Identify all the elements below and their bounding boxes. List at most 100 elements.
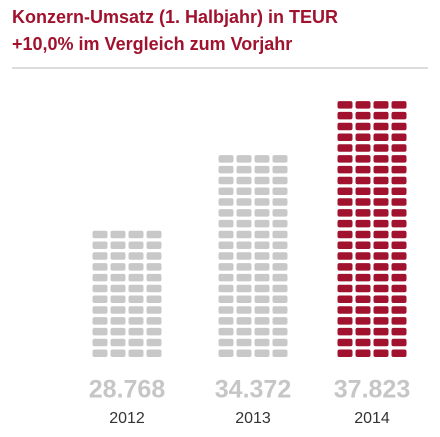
pictogram-block [272, 209, 288, 217]
pictogram-block [236, 176, 252, 185]
pictogram-block [373, 219, 389, 228]
pictogram-block [146, 273, 162, 282]
pictogram-block [110, 349, 126, 357]
pictogram-block [391, 306, 407, 314]
pictogram-block [373, 144, 389, 152]
pictogram-block [373, 317, 389, 325]
pictogram-block [337, 273, 353, 282]
pictogram-block [391, 230, 407, 239]
pictogram-block [355, 111, 371, 120]
pictogram-block [355, 219, 371, 228]
value-label: 28.768 [89, 376, 166, 404]
pictogram-block [272, 263, 288, 271]
pictogram-block [337, 230, 353, 239]
pictogram-block [236, 187, 252, 195]
pictogram-block [337, 165, 353, 174]
pictogram-block [373, 306, 389, 314]
pictogram-block [391, 327, 407, 336]
pictogram-block [373, 198, 389, 206]
pictogram-block [254, 176, 270, 185]
pictogram-block [355, 155, 371, 163]
pictogram-block [355, 176, 371, 185]
pictogram-block [355, 198, 371, 206]
pictogram-block [128, 295, 144, 303]
pictogram-block [337, 155, 353, 163]
pictogram-block [355, 273, 371, 282]
pictogram-block [218, 198, 234, 206]
pictogram-block [254, 349, 270, 357]
pictogram-block [128, 252, 144, 260]
pictogram-block [218, 327, 234, 336]
pictogram-block [272, 187, 288, 195]
pictogram-block [218, 263, 234, 271]
pictogram-block [337, 317, 353, 325]
pictogram-block [254, 187, 270, 195]
pictogram-block [92, 263, 108, 271]
pictogram-block [391, 349, 407, 357]
pictogram-block [391, 133, 407, 141]
pictogram-block [236, 338, 252, 347]
pictogram-block [355, 144, 371, 152]
pictogram-block [373, 295, 389, 303]
pictogram-block [128, 349, 144, 357]
pictogram-block [272, 284, 288, 293]
pictogram-block [337, 338, 353, 347]
pictogram-block [272, 176, 288, 185]
pictogram-block [236, 165, 252, 174]
pictogram-block [236, 198, 252, 206]
pictogram-block [391, 176, 407, 185]
pictogram-block [373, 176, 389, 185]
pictogram-block [337, 209, 353, 217]
pictogram-block [355, 165, 371, 174]
pictogram-block [92, 241, 108, 249]
pictogram-block [391, 209, 407, 217]
pictogram-block [218, 219, 234, 228]
x-tick-label: 2012 [109, 410, 145, 427]
pictogram-block [272, 273, 288, 282]
pictogram-block [272, 252, 288, 260]
pictogram-block [391, 273, 407, 282]
pictogram-block [218, 317, 234, 325]
pictogram-block [254, 306, 270, 314]
pictogram-block [254, 263, 270, 271]
pictogram-block [391, 338, 407, 347]
pictogram-block [355, 349, 371, 357]
pictogram-block [110, 230, 126, 239]
pictogram-block [146, 306, 162, 314]
pictogram-block [355, 327, 371, 336]
pictogram-block [236, 284, 252, 293]
pictogram-block [373, 252, 389, 260]
pictogram-block [272, 306, 288, 314]
pictogram-block [218, 209, 234, 217]
pictogram-block [92, 295, 108, 303]
pictogram-block [92, 349, 108, 357]
pictogram-block [146, 241, 162, 249]
pictogram-block [355, 230, 371, 239]
pictogram-block [355, 263, 371, 271]
pictogram-block [110, 338, 126, 347]
pictogram-block [254, 295, 270, 303]
pictogram-block [218, 187, 234, 195]
pictogram-block [128, 273, 144, 282]
pictogram-block [110, 284, 126, 293]
pictogram-block [337, 349, 353, 357]
pictogram-block [92, 273, 108, 282]
value-label: 37.823 [334, 376, 410, 404]
pictogram-bar [218, 155, 288, 357]
pictogram-block [254, 327, 270, 336]
pictogram-block [236, 273, 252, 282]
pictogram-block [355, 241, 371, 249]
pictogram-block [391, 144, 407, 152]
x-tick-label: 2013 [235, 410, 271, 427]
pictogram-block [146, 327, 162, 336]
pictogram-block [218, 155, 234, 163]
pictogram-block [391, 187, 407, 195]
pictogram-block [92, 230, 108, 239]
pictogram-block [254, 273, 270, 282]
pictogram-block [355, 306, 371, 314]
pictogram-block [236, 317, 252, 325]
pictogram-block [391, 219, 407, 228]
pictogram-block [391, 284, 407, 293]
pictogram-block [272, 219, 288, 228]
